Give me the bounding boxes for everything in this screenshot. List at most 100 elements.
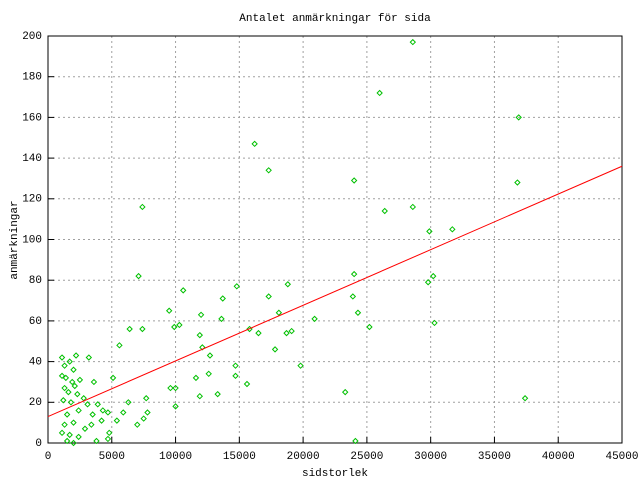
point — [116, 342, 123, 349]
point — [430, 272, 437, 280]
point — [352, 437, 359, 445]
y-tick-label: 200 — [22, 31, 42, 43]
y-tick-label: 20 — [29, 397, 42, 409]
chart-title: Antalet anmärkningar för sida — [239, 13, 431, 25]
point — [219, 295, 226, 302]
point — [106, 429, 113, 437]
point — [125, 399, 132, 406]
point — [165, 307, 173, 314]
point — [81, 425, 89, 432]
point — [284, 281, 292, 288]
point — [72, 352, 80, 359]
point — [206, 352, 214, 359]
point — [515, 114, 522, 121]
point — [58, 372, 66, 380]
point — [134, 421, 141, 428]
point — [171, 323, 178, 331]
x-tick-label: 35000 — [478, 451, 511, 463]
point — [120, 409, 127, 416]
point — [205, 370, 212, 378]
y-axis-label: anmärkningar — [9, 200, 21, 279]
point — [243, 380, 251, 388]
point — [139, 203, 146, 211]
point — [214, 390, 221, 398]
point — [75, 407, 82, 414]
point — [265, 167, 272, 174]
point — [84, 401, 91, 408]
point — [61, 362, 68, 369]
point — [93, 437, 100, 445]
point — [63, 437, 71, 445]
y-tick-label: 80 — [29, 275, 42, 287]
y-tick-label: 120 — [22, 194, 42, 206]
point — [67, 399, 75, 406]
point — [139, 325, 146, 333]
point — [61, 421, 68, 428]
y-tick-label: 60 — [29, 316, 42, 328]
point — [104, 409, 112, 416]
point — [381, 207, 388, 215]
point — [196, 392, 203, 400]
x-tick-label: 15000 — [223, 451, 256, 463]
point — [94, 401, 101, 408]
x-tick-label: 30000 — [414, 451, 447, 463]
point — [126, 325, 133, 333]
point — [60, 397, 67, 404]
point — [70, 439, 77, 447]
point — [199, 344, 206, 351]
point — [63, 411, 71, 418]
point — [350, 177, 358, 184]
point — [71, 382, 78, 390]
x-axis-label: sidstorlek — [302, 468, 368, 480]
x-tick-label: 25000 — [350, 451, 383, 463]
point — [218, 315, 225, 323]
x-tick-label: 10000 — [159, 451, 192, 463]
point — [409, 38, 417, 46]
point — [135, 272, 142, 280]
point — [288, 327, 295, 335]
point — [74, 390, 81, 398]
point — [70, 419, 77, 426]
point — [449, 226, 456, 233]
point — [255, 329, 262, 337]
point — [90, 378, 98, 386]
point — [143, 395, 150, 402]
point — [109, 374, 117, 382]
y-tick-label: 140 — [22, 153, 42, 165]
y-tick-label: 0 — [35, 438, 42, 450]
point — [311, 315, 318, 323]
point — [65, 388, 72, 396]
point — [192, 374, 200, 382]
x-tick-label: 0 — [45, 451, 52, 463]
point — [144, 409, 151, 416]
point — [85, 354, 93, 361]
point — [58, 354, 66, 361]
point — [104, 435, 112, 443]
point — [426, 228, 433, 235]
point — [341, 388, 349, 396]
x-tick-label: 20000 — [287, 451, 320, 463]
point — [58, 429, 66, 437]
point — [197, 311, 205, 319]
point — [113, 417, 121, 424]
point — [62, 374, 70, 382]
point — [70, 366, 77, 373]
point — [350, 270, 358, 278]
point — [232, 362, 239, 369]
point — [521, 395, 529, 402]
point — [409, 203, 417, 211]
point — [297, 362, 304, 369]
point — [349, 293, 357, 300]
y-tick-label: 100 — [22, 234, 42, 246]
point — [172, 403, 179, 410]
point — [366, 323, 373, 331]
point — [167, 384, 174, 392]
point — [89, 411, 96, 418]
point — [66, 358, 73, 365]
point — [376, 89, 383, 97]
point — [514, 179, 521, 186]
point — [354, 309, 362, 316]
point — [66, 431, 73, 439]
point — [176, 321, 183, 329]
